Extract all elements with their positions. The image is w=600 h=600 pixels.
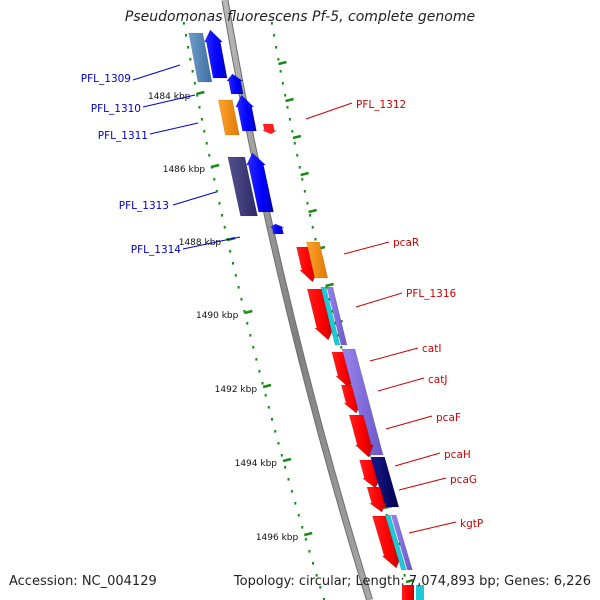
gene-label: pcaR xyxy=(393,237,419,249)
gene-label-leader xyxy=(132,64,181,81)
gene-label: catJ xyxy=(428,374,447,386)
gene-pfl-1311: PFL_1311 xyxy=(98,94,257,142)
gene-label: PFL_1310 xyxy=(91,103,141,115)
gene-pcah: pcaH xyxy=(359,449,471,508)
gene-pfl-1314: PFL_1314 xyxy=(131,223,285,256)
minor-tick xyxy=(308,208,317,214)
minor-tick xyxy=(292,134,302,140)
gene-label-leader xyxy=(182,236,241,250)
kbp-label: 1486 kbp xyxy=(163,165,206,175)
gene-label-leader xyxy=(377,377,425,392)
gene-arrow xyxy=(390,514,413,571)
gene-arrow xyxy=(235,94,257,132)
gene-pfl-1316: PFL_1316 xyxy=(306,286,457,346)
gene-label: PFL_1316 xyxy=(406,288,457,300)
gene-label-leader xyxy=(172,191,217,206)
gene-arrow xyxy=(217,99,240,136)
gene-arrow xyxy=(269,223,285,235)
partial-feature xyxy=(401,585,414,600)
gene-arrow xyxy=(246,152,274,213)
major-tick xyxy=(303,531,313,537)
gene-arrow xyxy=(227,156,258,217)
gene-label-leader xyxy=(408,521,457,534)
gene-label: PFL_1313 xyxy=(119,200,169,212)
gene-kgtp: kgtP xyxy=(371,514,483,571)
gene-label-leader xyxy=(149,122,199,135)
gene-arrow xyxy=(306,241,329,279)
gene-arrow xyxy=(348,414,374,458)
genome-summary-text: Topology: circular; Length: 7,074,893 bp… xyxy=(233,574,591,589)
major-tick xyxy=(244,309,253,315)
kbp-label: 1492 kbp xyxy=(215,385,258,395)
minor-tick xyxy=(300,171,309,177)
gene-label: pcaF xyxy=(436,412,461,424)
gene-label: catI xyxy=(422,343,441,355)
gene-label: PFL_1311 xyxy=(98,130,148,142)
gene-label-leader xyxy=(305,102,353,120)
kbp-label: 1488 kbp xyxy=(179,238,222,248)
gene-pcaf: pcaF xyxy=(348,412,461,458)
gene-pcag: pcaG xyxy=(366,474,477,513)
gene-label: pcaH xyxy=(444,449,471,461)
gene-label-leader xyxy=(369,347,419,362)
gene-pfl-1309: PFL_1309 xyxy=(81,29,244,95)
minor-tick xyxy=(278,60,287,66)
gene-arrow xyxy=(203,29,228,79)
gene-label-leader xyxy=(385,415,433,430)
gene-label-leader xyxy=(142,94,196,108)
minor-tick xyxy=(405,578,415,584)
kbp-label: 1496 kbp xyxy=(256,533,299,543)
gene-pfl-1313: PFL_1313 xyxy=(119,152,274,217)
accession-text: Accession: NC_004129 xyxy=(9,574,157,589)
major-tick xyxy=(210,163,220,169)
gene-arrow xyxy=(326,286,348,346)
gene-label: PFL_1314 xyxy=(131,244,182,256)
gene-label: pcaG xyxy=(450,474,477,486)
gene-pfl-1312: PFL_1312 xyxy=(262,99,406,135)
major-tick xyxy=(282,457,292,463)
gene-arrow xyxy=(226,73,244,95)
gene-cati: catI xyxy=(331,343,441,389)
gene-label-leader xyxy=(343,241,390,255)
gene-pcar: pcaR xyxy=(296,237,419,283)
kbp-label: 1494 kbp xyxy=(235,459,278,469)
gene-label: PFL_1309 xyxy=(81,73,131,85)
gene-arrow xyxy=(262,123,278,135)
gene-label-leader xyxy=(355,292,403,308)
gene-arrow xyxy=(320,286,341,346)
minor-tick xyxy=(325,282,334,288)
gene-arrow xyxy=(366,486,388,513)
major-tick xyxy=(262,383,272,389)
gene-arrow xyxy=(384,514,407,571)
gene-label: PFL_1312 xyxy=(356,99,406,111)
gene-label-leader xyxy=(394,452,441,467)
gene-label-leader xyxy=(398,477,447,491)
backbone-track xyxy=(221,0,373,600)
map-title: Pseudomonas fluorescens Pf-5, complete g… xyxy=(124,9,476,25)
kbp-label: 1484 kbp xyxy=(148,92,191,102)
gene-arrow xyxy=(188,32,213,83)
partial-feature xyxy=(415,585,424,600)
track-guide-left xyxy=(182,22,325,600)
gene-pfl-1310: PFL_1310 xyxy=(91,94,240,136)
minor-tick xyxy=(285,97,294,103)
gene-label: kgtP xyxy=(460,518,483,530)
major-tick xyxy=(196,90,205,96)
kbp-label: 1490 kbp xyxy=(196,311,239,321)
